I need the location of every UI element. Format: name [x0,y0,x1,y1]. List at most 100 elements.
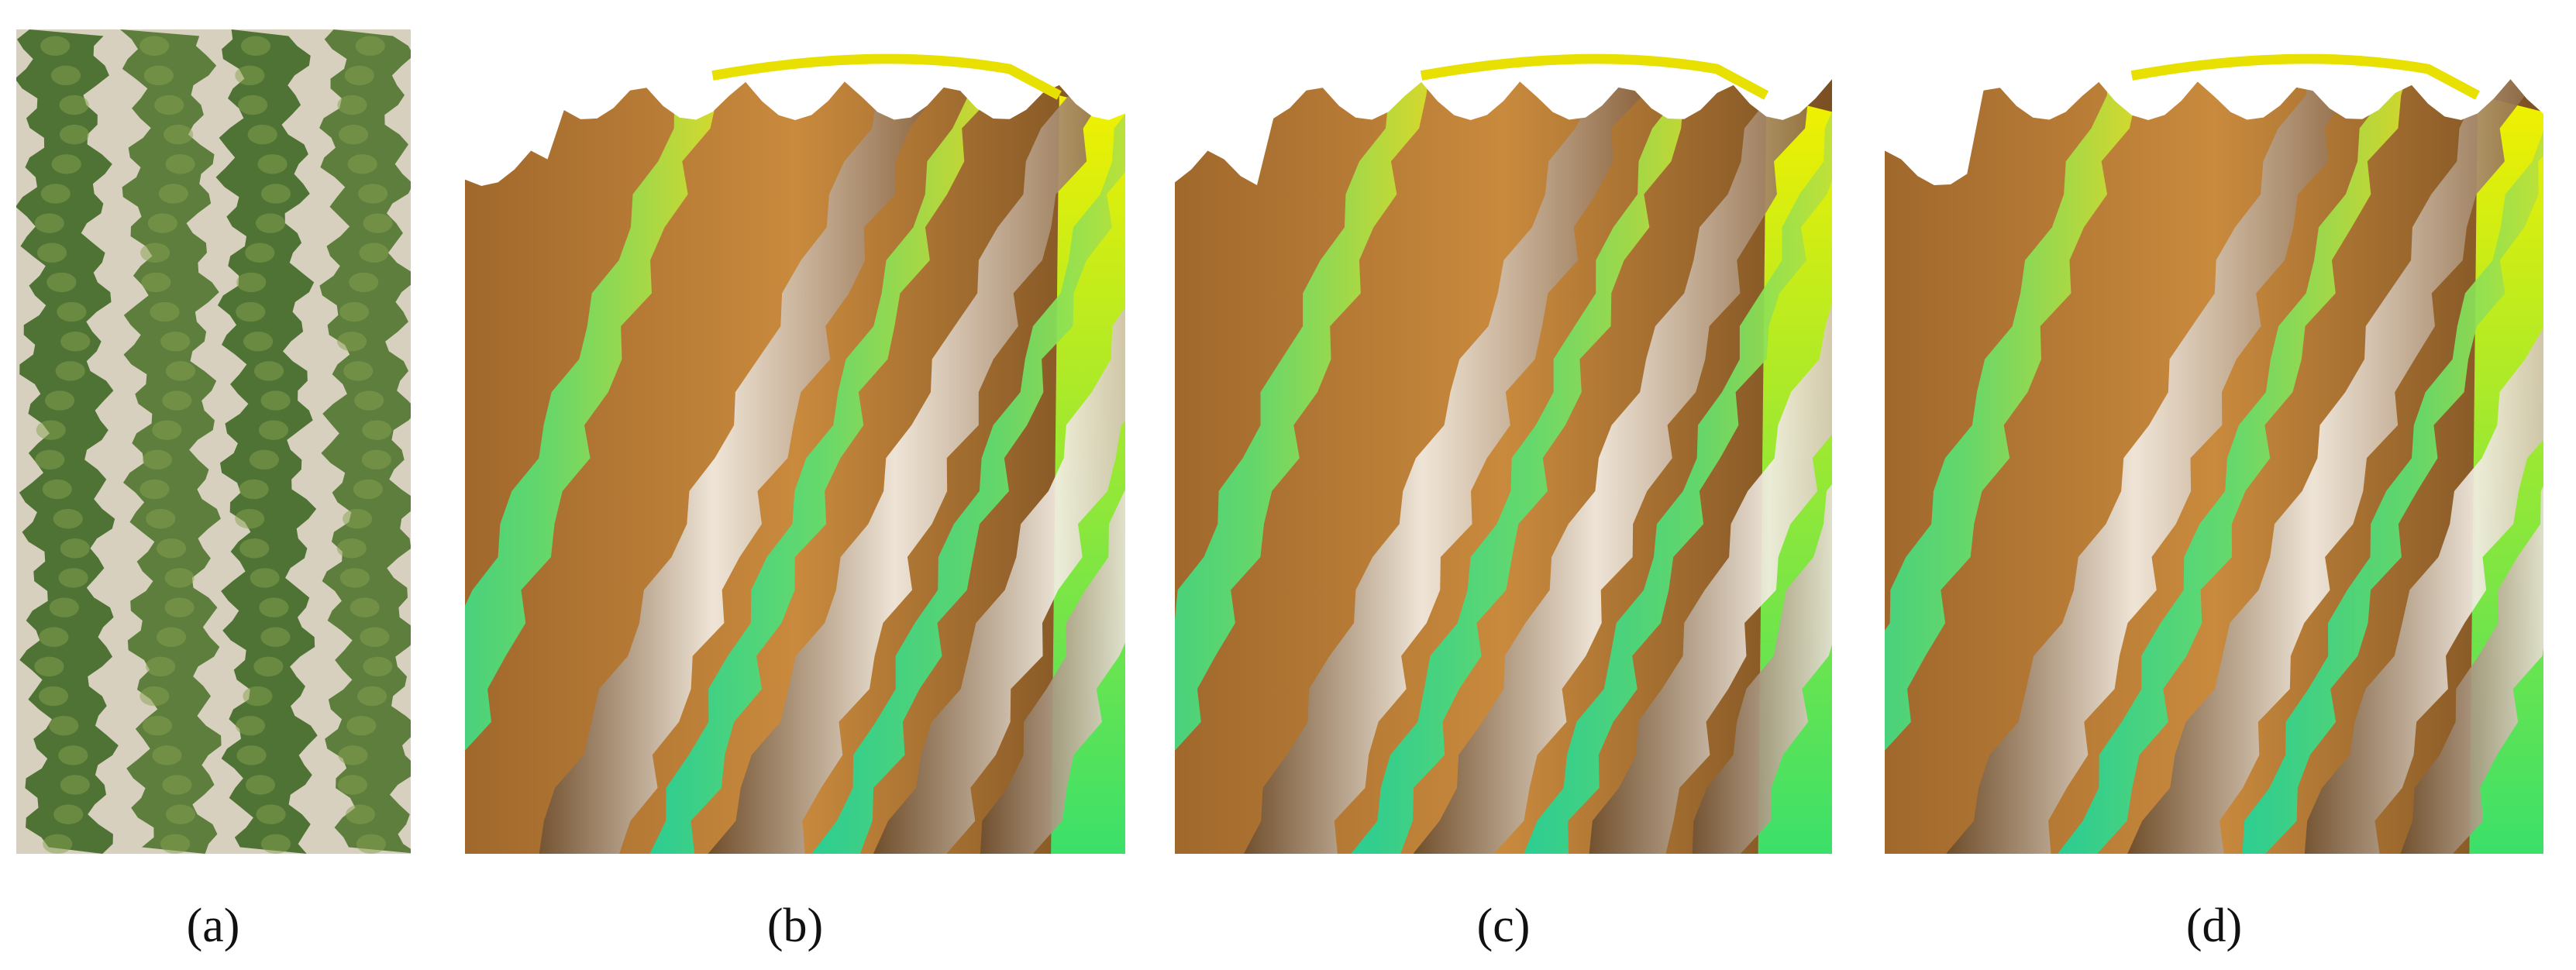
ridge [2395,485,2543,854]
leaf [38,686,69,707]
leaf [162,390,192,411]
leaf [157,538,187,559]
leaf [245,242,275,263]
leaf [165,804,196,824]
leaf [260,390,291,411]
leaf [43,834,73,854]
leaf [260,834,291,854]
leaf [143,65,174,86]
leaf [363,213,393,233]
leaf [150,301,180,322]
leaf [235,65,265,86]
crop-row [319,29,411,854]
ridge [1175,62,1431,751]
ridge [1946,62,2365,854]
leaf [258,420,289,440]
leaf [165,361,196,381]
leaf [357,686,387,707]
leaf [59,95,89,115]
leaf [36,242,67,263]
leaf [40,184,71,204]
leaf [354,390,384,411]
leaf [55,361,85,381]
ridge [2238,130,2543,854]
leaf [160,331,191,352]
ridge [531,62,935,854]
leaf [356,834,387,854]
leaf [154,95,184,115]
leaf [53,508,83,529]
leaf [343,361,374,381]
leaf [260,184,291,204]
leaf [147,213,177,233]
leaf [146,508,176,529]
leaf [58,745,88,765]
render-panel [465,29,1125,854]
panel-label: (d) [2185,899,2243,952]
leaf [247,124,277,145]
leaf [152,745,182,765]
leaf [60,538,90,559]
ridge [2127,62,2540,854]
leaf [337,775,367,795]
leaf [260,627,291,647]
crop-photo [16,29,411,854]
leaf [243,686,273,707]
leaf [343,508,373,529]
leaf [50,65,81,86]
leaf [140,242,170,263]
ridge [2296,327,2543,854]
leaf [49,715,79,736]
leaf [49,597,79,617]
ridge [1351,62,1715,854]
leaf [60,775,90,795]
leaf [236,745,267,765]
leaf [236,301,266,322]
leaf [34,656,64,677]
ridge [1240,62,1644,854]
leaf [361,449,391,470]
render-panel [1885,29,2543,854]
ridge [873,307,1125,854]
leaf [337,95,367,115]
leaf [353,479,384,500]
leaf [245,775,276,795]
leaf [250,568,280,588]
background [465,29,1125,187]
ridge [1684,484,1832,854]
leaf [165,154,195,174]
panel-label: (a) [186,899,240,952]
leaf [238,95,268,115]
leaf [235,508,265,529]
ridge [1413,62,1819,854]
leaf [58,568,88,588]
leaf [42,479,72,500]
photo-panel [16,29,411,854]
leaf [142,715,173,736]
leaf [139,479,170,500]
leaf [34,213,64,233]
leaf [363,656,393,677]
leaf [162,775,192,795]
leaf [160,834,191,854]
leaf [339,568,370,588]
leaf [51,154,81,174]
crop-row [215,29,318,854]
leaf [45,390,75,411]
leaf [255,213,286,233]
leaf [358,184,388,204]
leaf [239,479,269,500]
crop-row [16,29,119,854]
leaf [36,420,66,440]
leaf [344,65,374,86]
leaf [139,686,170,707]
leaf [158,184,188,204]
leaf [39,627,69,647]
leaf [59,124,90,145]
surface-render [1175,29,1832,854]
leaf [239,538,270,559]
leaf [146,656,176,677]
leaf [253,361,284,381]
leaf [141,272,171,293]
